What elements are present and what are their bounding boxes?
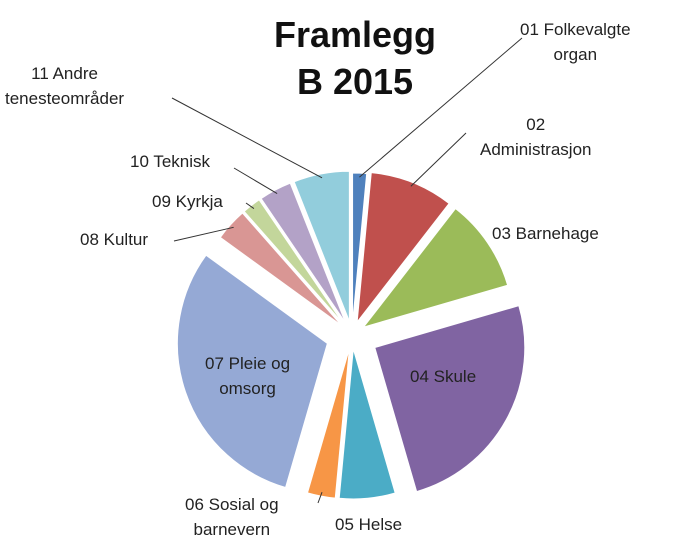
leader-line: [171, 97, 323, 179]
leader-line: [173, 226, 234, 242]
pie-slice: [219, 212, 343, 326]
chart-title: Framlegg B 2015: [273, 14, 437, 102]
slice-label: 02 Administrasjon: [480, 115, 592, 159]
pie-slice: [293, 170, 350, 322]
leader-line: [233, 167, 278, 195]
slice-label: 08 Kultur: [80, 230, 149, 249]
slice-label: 11 Andre tenesteområder: [5, 64, 125, 108]
slice-label: 03 Barnehage: [492, 224, 599, 243]
slice-label: 04 Skule: [410, 367, 477, 386]
slice-label: 06 Sosial og barnevern: [185, 495, 279, 539]
pie-slice: [243, 199, 344, 325]
pie-slice: [374, 305, 526, 493]
pie-slice: [176, 254, 328, 489]
slice-label: 10 Teknisk: [130, 152, 211, 171]
pie-slice: [306, 348, 350, 499]
leader-line: [410, 132, 467, 187]
pie-slice: [356, 172, 450, 324]
slice-label: 05 Helse: [335, 515, 403, 534]
pie-slice: [362, 207, 509, 329]
leader-line: [317, 491, 323, 504]
slice-label: 07 Pleie og omsorg: [205, 354, 291, 398]
pie-slice: [260, 182, 346, 323]
leader-line: [359, 37, 523, 178]
leader-line: [245, 202, 255, 209]
slice-label: 01 Folkevalgte organ: [520, 20, 631, 64]
pie-slice: [352, 172, 368, 324]
pie-slice: [338, 348, 396, 500]
slice-label: 09 Kyrkja: [152, 192, 223, 211]
